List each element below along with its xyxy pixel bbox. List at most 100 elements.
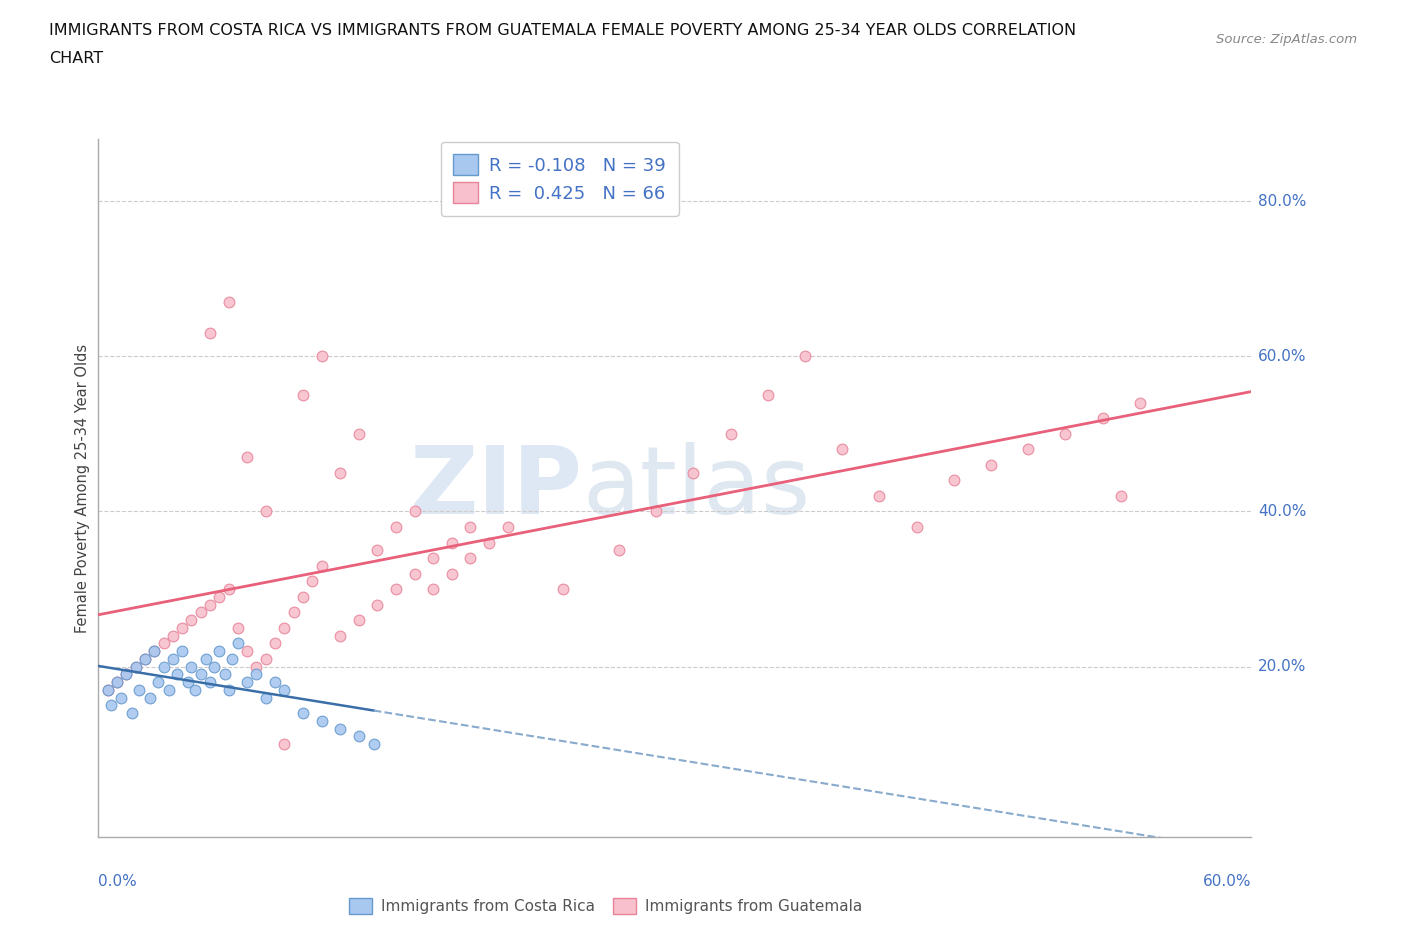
Point — [128, 683, 150, 698]
Point — [311, 349, 333, 364]
Point — [366, 543, 388, 558]
Point — [291, 706, 314, 721]
Point — [115, 667, 138, 682]
Point — [440, 535, 463, 550]
Point — [100, 698, 122, 712]
Point — [347, 613, 370, 628]
Point — [218, 581, 240, 596]
Point — [264, 674, 287, 689]
Point — [496, 520, 519, 535]
Point — [460, 551, 482, 565]
Point — [172, 644, 194, 658]
Point — [124, 659, 146, 674]
Point — [226, 636, 249, 651]
Point — [166, 667, 188, 682]
Point — [283, 604, 305, 619]
Point — [110, 690, 132, 705]
Point — [121, 706, 143, 721]
Point — [254, 651, 277, 666]
Point — [172, 620, 194, 635]
Point — [363, 737, 385, 751]
Point — [1129, 395, 1152, 410]
Point — [97, 683, 120, 698]
Point — [905, 520, 928, 535]
Point — [831, 442, 853, 457]
Point — [254, 690, 277, 705]
Point — [245, 667, 267, 682]
Point — [404, 566, 426, 581]
Y-axis label: Female Poverty Among 25-34 Year Olds: Female Poverty Among 25-34 Year Olds — [75, 344, 90, 632]
Legend: Immigrants from Costa Rica, Immigrants from Guatemala: Immigrants from Costa Rica, Immigrants f… — [343, 892, 869, 920]
Text: 20.0%: 20.0% — [1258, 659, 1306, 674]
Point — [198, 674, 221, 689]
Point — [347, 729, 370, 744]
Text: atlas: atlas — [582, 443, 811, 534]
Point — [264, 636, 287, 651]
Point — [385, 581, 408, 596]
Point — [478, 535, 501, 550]
Point — [208, 644, 231, 658]
Point — [460, 520, 482, 535]
Point — [198, 326, 221, 340]
Point — [980, 458, 1002, 472]
Point — [198, 597, 221, 612]
Point — [146, 674, 169, 689]
Point — [195, 651, 218, 666]
Point — [794, 349, 817, 364]
Point — [291, 590, 314, 604]
Text: Source: ZipAtlas.com: Source: ZipAtlas.com — [1216, 33, 1357, 46]
Point — [1091, 411, 1114, 426]
Point — [236, 644, 259, 658]
Point — [682, 465, 704, 480]
Point — [162, 651, 184, 666]
Point — [273, 620, 295, 635]
Point — [105, 674, 128, 689]
Point — [97, 683, 120, 698]
Point — [214, 667, 236, 682]
Point — [226, 620, 249, 635]
Text: ZIP: ZIP — [409, 443, 582, 534]
Point — [868, 488, 890, 503]
Point — [202, 659, 225, 674]
Point — [329, 465, 352, 480]
Point — [184, 683, 207, 698]
Point — [134, 651, 156, 666]
Point — [124, 659, 146, 674]
Point — [347, 427, 370, 442]
Point — [942, 473, 965, 488]
Point — [273, 737, 295, 751]
Text: 60.0%: 60.0% — [1204, 874, 1251, 889]
Point — [1109, 488, 1132, 503]
Point — [162, 628, 184, 643]
Text: 40.0%: 40.0% — [1258, 504, 1306, 519]
Point — [385, 520, 408, 535]
Point — [180, 659, 202, 674]
Point — [329, 628, 352, 643]
Text: 0.0%: 0.0% — [98, 874, 138, 889]
Point — [208, 590, 231, 604]
Point — [422, 581, 444, 596]
Point — [105, 674, 128, 689]
Point — [553, 581, 575, 596]
Point — [273, 683, 295, 698]
Point — [143, 644, 166, 658]
Point — [311, 713, 333, 728]
Point — [404, 504, 426, 519]
Point — [115, 667, 138, 682]
Point — [152, 636, 174, 651]
Point — [645, 504, 668, 519]
Point — [143, 644, 166, 658]
Point — [236, 450, 259, 465]
Point — [139, 690, 162, 705]
Point — [134, 651, 156, 666]
Point — [254, 504, 277, 519]
Point — [180, 613, 202, 628]
Point — [756, 388, 779, 403]
Point — [221, 651, 243, 666]
Point — [720, 427, 742, 442]
Point — [366, 597, 388, 612]
Point — [245, 659, 267, 674]
Point — [329, 721, 352, 736]
Point — [1054, 427, 1077, 442]
Point — [176, 674, 198, 689]
